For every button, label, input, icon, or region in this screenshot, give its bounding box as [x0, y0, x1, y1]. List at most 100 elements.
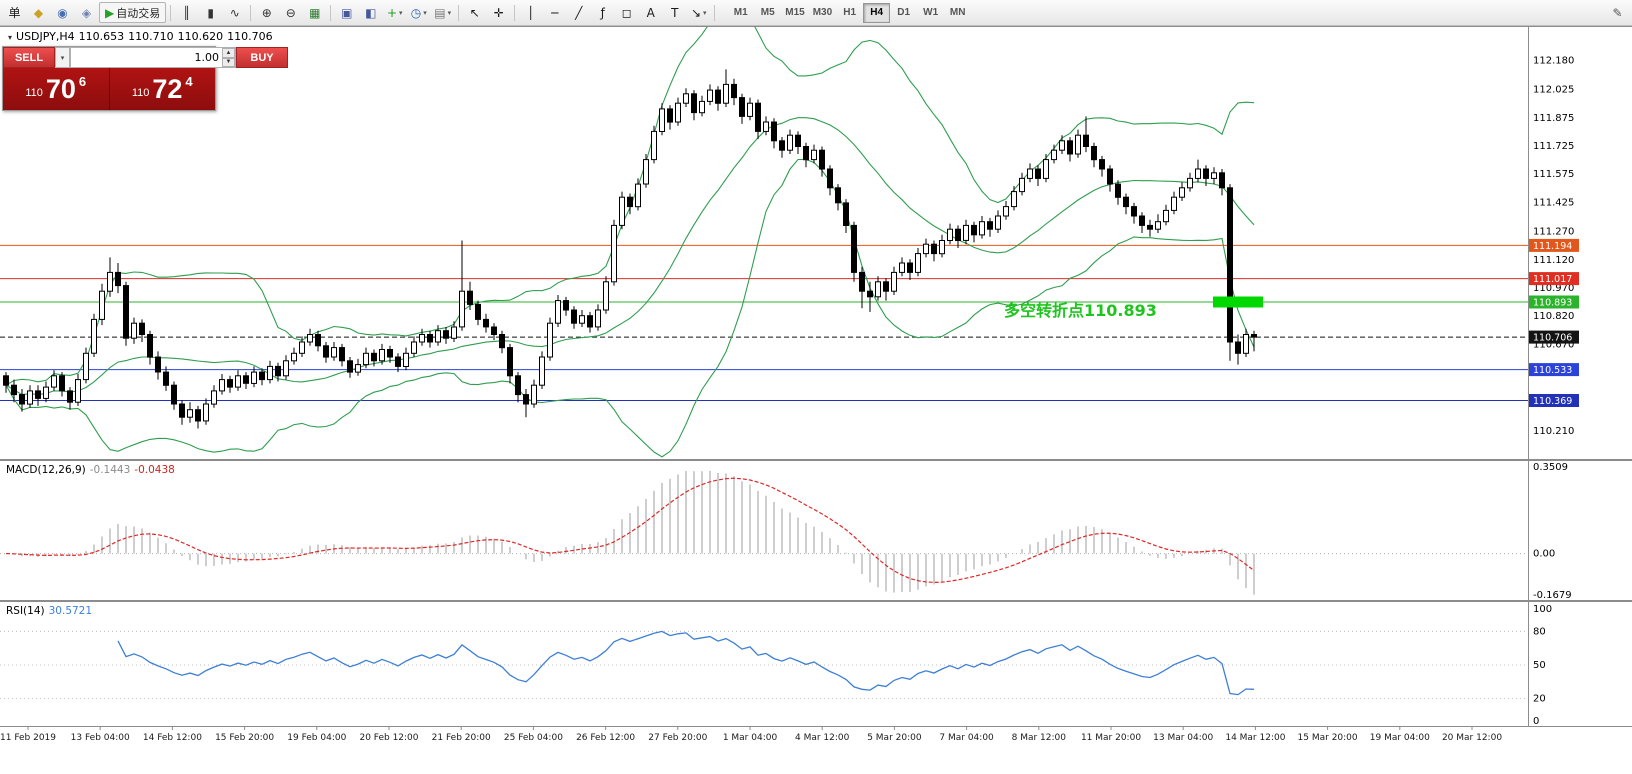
svg-text:111.017: 111.017: [1533, 274, 1572, 285]
periods-icon: ◷: [410, 5, 422, 20]
tf-button-d1[interactable]: D1: [890, 3, 917, 23]
svg-text:14 Mar 12:00: 14 Mar 12:00: [1225, 733, 1285, 743]
volume-input[interactable]: [71, 48, 222, 67]
macd-indicator-label: MACD(12,26,9) -0.1443 -0.0438: [6, 464, 175, 476]
svg-text:11 Feb 2019: 11 Feb 2019: [0, 733, 56, 743]
periods-button[interactable]: ◷ ▾: [407, 2, 430, 23]
sell-price-big: 70: [45, 74, 76, 104]
one-click-toggle-icon[interactable]: ▾: [8, 33, 13, 42]
bollinger-middle: [5, 117, 1255, 396]
bars-chart-button[interactable]: ║: [175, 2, 198, 23]
auto-trading-button[interactable]: ▶ 自动交易: [99, 2, 167, 23]
market-watch-button[interactable]: ◉: [51, 2, 74, 23]
toolbar-separator: [250, 4, 252, 21]
svg-text:50: 50: [1533, 660, 1546, 671]
buy-price-prefix: 110: [131, 87, 150, 99]
horizontal-line-button[interactable]: ─: [543, 2, 566, 23]
toolbar-separator: [330, 4, 332, 21]
templates-button[interactable]: ▤ ▾: [431, 2, 454, 23]
label-icon: T: [671, 5, 679, 20]
rsi-line: [117, 630, 1255, 696]
candlestick-chart-icon: ▮: [207, 5, 215, 20]
vertical-line-icon: │: [527, 5, 535, 20]
volume-down-button[interactable]: ▼: [222, 57, 235, 67]
svg-text:-0.1679: -0.1679: [1533, 590, 1572, 601]
grid-icon: ▦: [309, 5, 321, 20]
new-order-icon: 单: [8, 5, 21, 20]
zoom-out-button[interactable]: ⊖: [279, 2, 302, 23]
sell-price-sup: 6: [78, 74, 87, 89]
svg-text:110.970: 110.970: [1533, 283, 1574, 294]
candles-layer: [3, 69, 1257, 429]
order-type-dropdown[interactable]: ▾: [55, 47, 70, 68]
svg-text:80: 80: [1533, 626, 1546, 637]
grid-button[interactable]: ▦: [303, 2, 326, 23]
tf-button-m5[interactable]: M5: [754, 3, 781, 23]
templates-icon: ▤: [434, 5, 446, 20]
auto-trading-button-label: 自动交易: [116, 7, 161, 20]
label-button[interactable]: T: [663, 2, 686, 23]
line-chart-button[interactable]: ∿: [223, 2, 246, 23]
turning-point-highlight[interactable]: [1213, 296, 1263, 308]
cascade-windows-icon: ◧: [365, 5, 377, 20]
macd-name: MACD(12,26,9): [6, 464, 86, 476]
fibonacci-icon: ƒ: [600, 5, 605, 20]
cascade-windows-button[interactable]: ◧: [359, 2, 382, 23]
candlestick-chart-button[interactable]: ▮: [199, 2, 222, 23]
volume-up-button[interactable]: ▲: [222, 48, 235, 58]
sell-price-display[interactable]: 110 70 6: [3, 68, 110, 110]
indicators-add-button[interactable]: + ▾: [383, 2, 406, 23]
arrows-button[interactable]: ↘ ▾: [687, 2, 710, 23]
auto-trading-icon: ▶: [105, 5, 115, 20]
tf-button-h1[interactable]: H1: [836, 3, 863, 23]
buy-price-display[interactable]: 110 72 4: [110, 68, 216, 110]
chart-edit-button[interactable]: ✎: [1606, 2, 1629, 23]
svg-text:111.725: 111.725: [1533, 141, 1574, 152]
zoom-out-icon: ⊖: [285, 5, 296, 20]
price-tag: [1529, 272, 1579, 286]
svg-text:111.875: 111.875: [1533, 113, 1574, 124]
shapes-icon: ◻: [621, 5, 632, 20]
tf-button-m15[interactable]: M15: [781, 3, 808, 23]
tf-button-m30[interactable]: M30: [809, 3, 836, 23]
tf-button-mn[interactable]: MN: [944, 3, 971, 23]
one-click-trading-panel: SELL ▾ ▲ ▼ BUY 110 70 6 110 72 4: [2, 46, 288, 111]
buy-price-big: 72: [152, 74, 183, 104]
fibonacci-button[interactable]: ƒ: [591, 2, 614, 23]
toolbar-separator: [514, 4, 516, 21]
main-toolbar: 单 ◆ ◉ ◈ ▶ 自动交易 ║ ▮ ∿ ⊕ ⊖ ▦ ▣ ◧ + ▾ ◷ ▾ ▤ ▾ ↖ ✛ │ ─ ╱ ƒ ◻ A T ↘ ▾ M1 M5 M1…: [0, 0, 1632, 26]
navigator-button[interactable]: ◈: [75, 2, 98, 23]
vertical-line-button[interactable]: │: [519, 2, 542, 23]
svg-text:111.120: 111.120: [1533, 255, 1574, 266]
svg-text:112.180: 112.180: [1533, 56, 1574, 67]
text-button[interactable]: A: [639, 2, 662, 23]
buy-price-sup: 4: [185, 74, 193, 89]
new-order-button[interactable]: 单: [3, 2, 26, 23]
svg-text:14 Feb 12:00: 14 Feb 12:00: [143, 733, 202, 743]
buy-button[interactable]: BUY: [236, 47, 288, 68]
rsi-indicator-label: RSI(14) 30.5721: [6, 605, 92, 617]
tf-button-w1[interactable]: W1: [917, 3, 944, 23]
svg-text:110.706: 110.706: [1533, 333, 1572, 344]
svg-text:19 Mar 04:00: 19 Mar 04:00: [1370, 733, 1430, 743]
dropdown-arrow-icon: ▾: [423, 9, 427, 17]
tf-button-h4[interactable]: H4: [863, 2, 891, 23]
tile-windows-button[interactable]: ▣: [335, 2, 358, 23]
tf-button-m1[interactable]: M1: [727, 3, 754, 23]
svg-text:8 Mar 12:00: 8 Mar 12:00: [1012, 733, 1067, 743]
svg-text:110.533: 110.533: [1533, 365, 1572, 376]
price-tag: [1529, 295, 1579, 309]
trendline-button[interactable]: ╱: [567, 2, 590, 23]
cursor-button[interactable]: ↖: [463, 2, 486, 23]
zoom-in-button[interactable]: ⊕: [255, 2, 278, 23]
chart-edit-icon: ✎: [1612, 5, 1623, 20]
indicator-list-button[interactable]: ◆: [27, 2, 50, 23]
crosshair-button[interactable]: ✛: [487, 2, 510, 23]
volume-field: ▲ ▼: [70, 47, 236, 68]
shapes-button[interactable]: ◻: [615, 2, 638, 23]
sell-button[interactable]: SELL: [3, 47, 55, 68]
svg-text:19 Feb 04:00: 19 Feb 04:00: [287, 733, 346, 743]
svg-text:112.025: 112.025: [1533, 85, 1574, 96]
